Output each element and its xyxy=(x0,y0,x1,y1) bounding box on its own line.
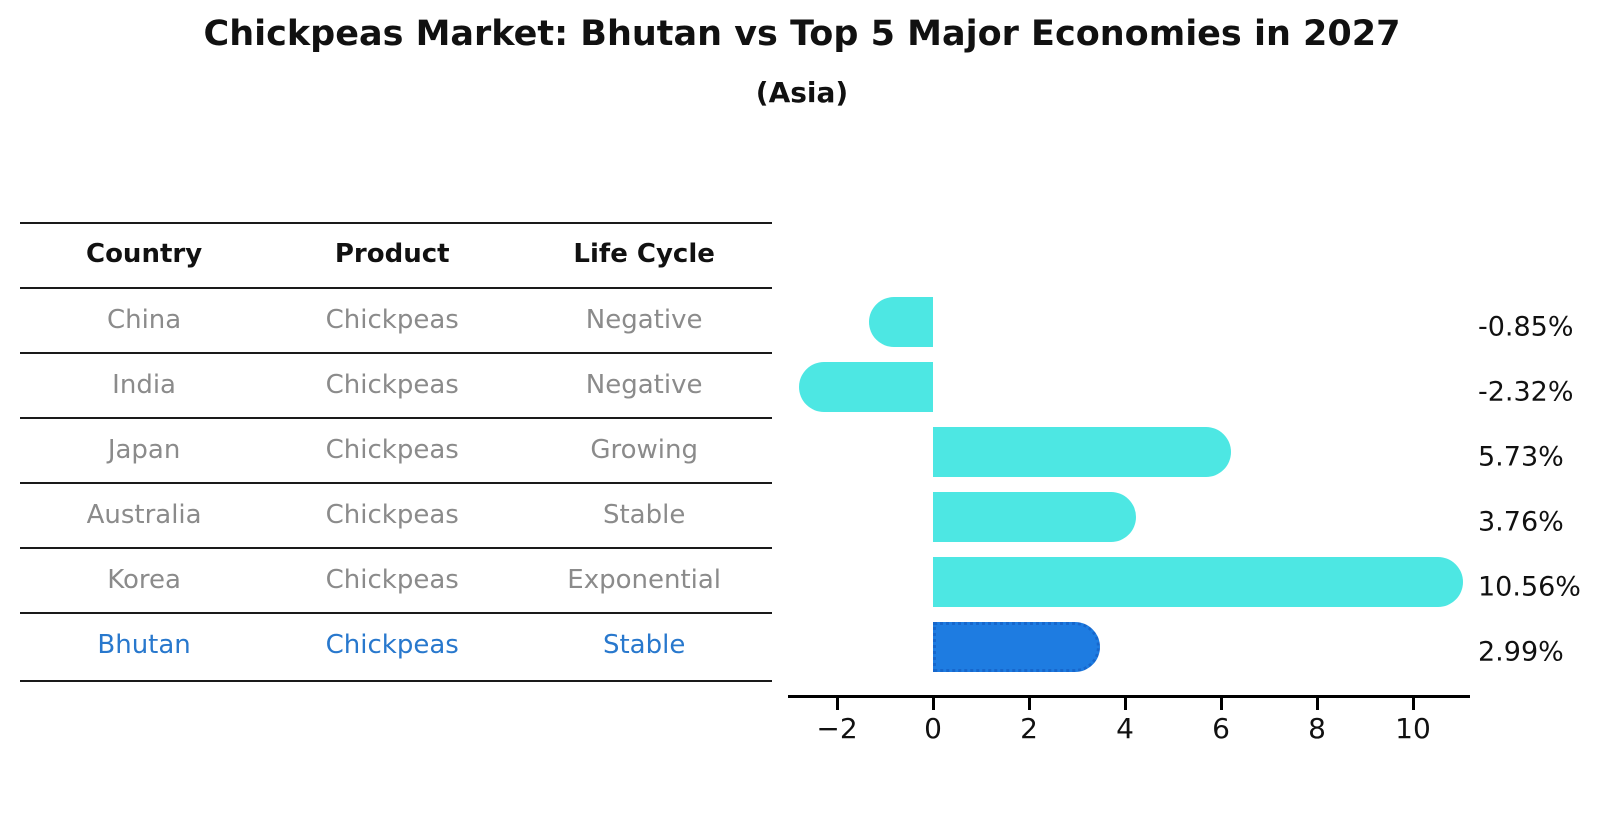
table-row-bhutan: Bhutan Chickpeas Stable xyxy=(20,613,772,677)
table-rule xyxy=(20,482,772,484)
table-rule xyxy=(20,612,772,614)
bar-bhutan xyxy=(933,622,1100,672)
bar-india xyxy=(798,362,933,412)
cell-country: Korea xyxy=(107,565,181,595)
cell-country: Bhutan xyxy=(97,630,191,660)
table-rule xyxy=(20,417,772,419)
cell-life-cycle: Stable xyxy=(602,630,686,660)
value-label-bhutan: 2.99% xyxy=(1478,636,1564,668)
bar-korea xyxy=(933,557,1463,607)
x-tick-label: −2 xyxy=(816,712,858,745)
value-label-japan: 5.73% xyxy=(1478,441,1564,473)
table-rule xyxy=(20,222,772,224)
cell-country: Australia xyxy=(86,500,202,530)
table-row-australia: Australia Chickpeas Stable xyxy=(20,483,772,547)
cell-life-cycle: Negative xyxy=(585,305,703,335)
table-header-row: Country Product Life Cycle xyxy=(20,222,772,286)
table-row-india: India Chickpeas Negative xyxy=(20,353,772,417)
page-subtitle: (Asia) xyxy=(755,76,849,109)
x-tick-label: 10 xyxy=(1395,712,1431,745)
page-title: Chickpeas Market: Bhutan vs Top 5 Major … xyxy=(203,14,1401,54)
column-header-country: Country xyxy=(85,239,203,269)
x-tick-label: 0 xyxy=(924,712,942,745)
table-rule xyxy=(20,680,772,682)
bar-china xyxy=(869,297,933,347)
x-tick-mark xyxy=(1027,698,1031,710)
x-tick-mark xyxy=(931,698,935,710)
bar-japan xyxy=(933,427,1232,477)
x-tick-label: 6 xyxy=(1212,712,1230,745)
x-tick-mark xyxy=(1411,698,1415,710)
cell-product: Chickpeas xyxy=(325,435,459,465)
cell-life-cycle: Exponential xyxy=(567,565,722,595)
cell-country: Japan xyxy=(107,435,181,465)
cell-life-cycle: Negative xyxy=(585,370,703,400)
column-header-product: Product xyxy=(334,239,450,269)
x-tick-mark xyxy=(1219,698,1223,710)
column-header-life-cycle: Life Cycle xyxy=(573,239,715,269)
value-label-korea: 10.56% xyxy=(1478,571,1581,603)
table-row-korea: Korea Chickpeas Exponential xyxy=(20,548,772,612)
cell-country: China xyxy=(106,305,182,335)
cell-country: India xyxy=(112,370,176,400)
table-rule xyxy=(20,287,772,289)
x-tick-mark xyxy=(1315,698,1319,710)
cell-product: Chickpeas xyxy=(325,305,459,335)
x-tick-mark xyxy=(1123,698,1127,710)
cell-life-cycle: Stable xyxy=(602,500,686,530)
table-rule xyxy=(20,547,772,549)
cell-product: Chickpeas xyxy=(325,500,459,530)
table-row-china: China Chickpeas Negative xyxy=(20,288,772,352)
value-label-australia: 3.76% xyxy=(1478,506,1564,538)
x-tick-mark xyxy=(835,698,839,710)
x-tick-label: 4 xyxy=(1116,712,1134,745)
x-tick-label: 2 xyxy=(1020,712,1038,745)
x-tick-label: 8 xyxy=(1308,712,1326,745)
table-row-japan: Japan Chickpeas Growing xyxy=(20,418,772,482)
x-axis-spine xyxy=(788,695,1470,698)
table-rule xyxy=(20,352,772,354)
value-label-china: -0.85% xyxy=(1478,311,1574,343)
cell-product: Chickpeas xyxy=(325,565,459,595)
cell-product: Chickpeas xyxy=(325,370,459,400)
cell-product: Chickpeas xyxy=(325,630,459,660)
value-label-india: -2.32% xyxy=(1478,376,1574,408)
cell-life-cycle: Growing xyxy=(590,435,698,465)
bar-australia xyxy=(933,492,1137,542)
